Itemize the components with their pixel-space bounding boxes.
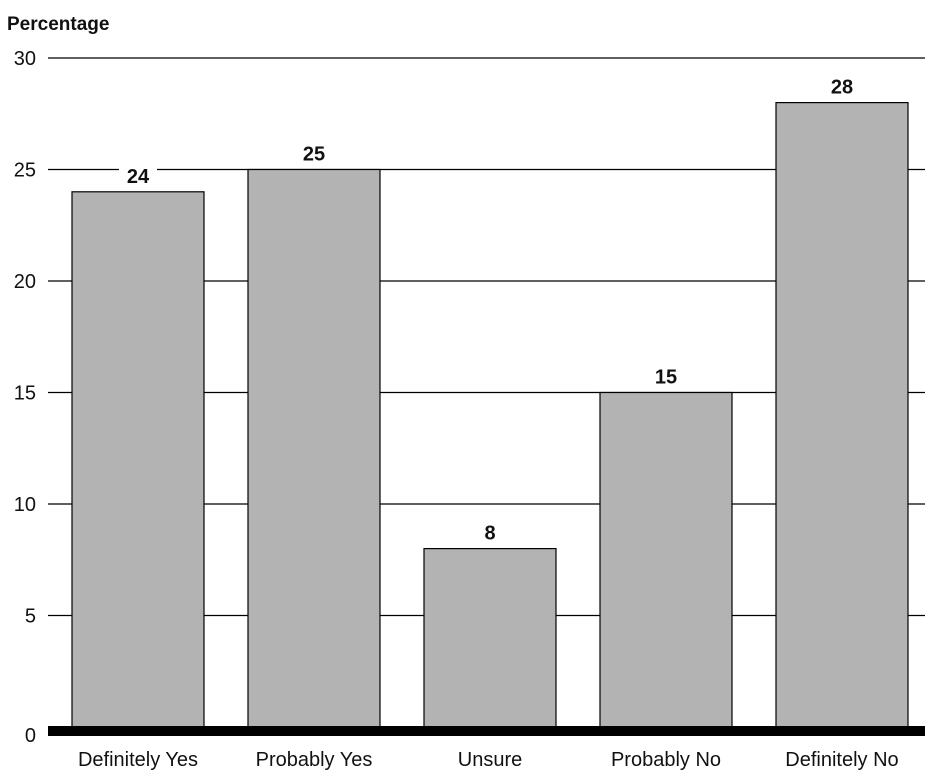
data-label: 25 (303, 144, 325, 166)
data-label-background (119, 164, 157, 187)
data-label-background (647, 365, 685, 388)
y-tick-label: 30 (14, 48, 36, 70)
bar (423, 547, 557, 728)
y-tick-label: 15 (14, 383, 36, 405)
data-label-background (295, 142, 333, 165)
data-label: 24 (127, 166, 150, 188)
x-category-label: Probably No (611, 749, 721, 771)
x-category-label: Definitely Yes (78, 749, 198, 771)
bar (599, 391, 733, 728)
bar (775, 101, 909, 728)
y-tick-label: 0 (25, 725, 36, 747)
data-label-background (823, 75, 861, 98)
x-axis-categories: Definitely Yes Probably Yes Unsure Probably… (78, 749, 899, 771)
y-tick-label: 10 (14, 494, 36, 516)
bars (71, 101, 909, 728)
baseline (48, 726, 925, 736)
bar (71, 191, 205, 728)
x-category-label: Probably Yes (256, 749, 373, 771)
y-tick-label: 20 (14, 271, 36, 293)
data-labels: 24 25 8 15 28 (119, 75, 861, 545)
data-label: 15 (655, 367, 677, 389)
data-label: 8 (484, 523, 495, 545)
x-category-label: Unsure (458, 749, 522, 771)
data-label: 28 (831, 77, 853, 99)
y-axis-label: Percentage (7, 14, 109, 35)
y-tick-label: 25 (14, 160, 36, 182)
y-tick-label: 5 (25, 606, 36, 628)
x-category-label: Definitely No (785, 749, 898, 771)
data-label-background (477, 521, 503, 544)
bar (247, 168, 381, 728)
y-axis-ticks: 0 5 10 15 20 25 30 (14, 48, 36, 747)
